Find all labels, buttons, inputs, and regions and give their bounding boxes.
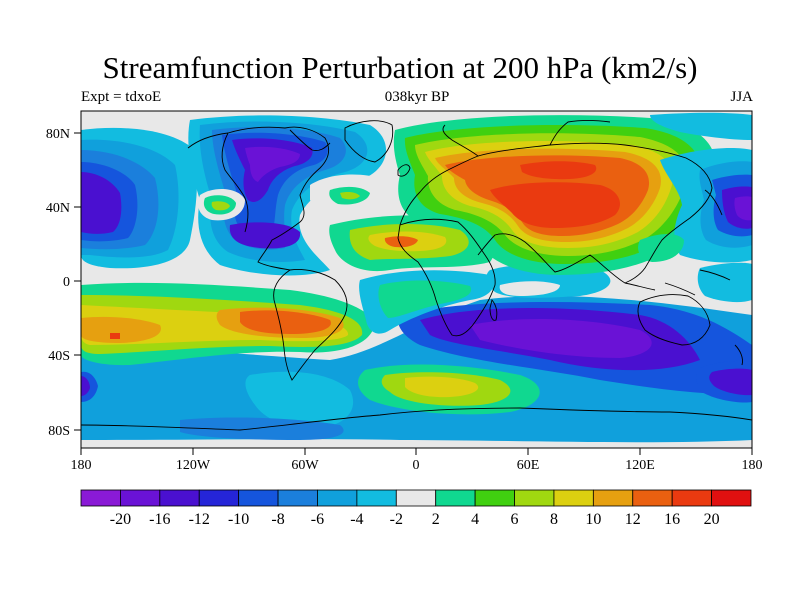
lat-label-80s: 80S <box>48 424 70 439</box>
new-zealand-coast <box>734 344 743 366</box>
colorbar-label: 8 <box>550 511 558 528</box>
colorbar-label: -2 <box>390 511 403 528</box>
lon-label-60w: 60W <box>291 458 319 473</box>
colorbar-box <box>553 489 594 507</box>
lon-label-120e: 120E <box>625 458 655 473</box>
asia-coast <box>477 142 713 284</box>
colorbar-label: 4 <box>471 511 479 528</box>
north-america-coast <box>187 126 330 271</box>
experiment-label: Expt = tdxoE <box>81 89 162 105</box>
lon-label-180e: 180 <box>742 458 763 473</box>
colorbar-box <box>317 489 358 507</box>
africa-coast <box>397 218 496 337</box>
colorbar-label: -20 <box>110 511 131 528</box>
colorbar-box <box>514 489 555 507</box>
colorbar-box <box>238 489 279 507</box>
colorbar-label: -4 <box>350 511 363 528</box>
colorbar-box <box>711 489 752 507</box>
lon-label-60e: 60E <box>517 458 540 473</box>
colorbar-label: 2 <box>432 511 440 528</box>
colorbar-box <box>277 489 318 507</box>
colorbar-box <box>592 489 634 507</box>
europe-coast <box>399 124 479 226</box>
antarctica-coast <box>81 407 752 431</box>
colorbar-box <box>120 489 161 507</box>
lat-label-40n: 40N <box>46 201 70 216</box>
lat-label-0: 0 <box>63 275 70 290</box>
time-label: 038kyr BP <box>384 89 450 105</box>
lon-label-0: 0 <box>413 458 420 473</box>
lon-label-180w: 180 <box>71 458 92 473</box>
colorbar-box <box>395 489 437 507</box>
colorbar-box <box>474 489 515 507</box>
colorbar-label: 16 <box>664 511 680 528</box>
madagascar-coast <box>489 299 498 321</box>
colorbar-label: -10 <box>228 511 249 528</box>
colorbar-box <box>632 489 673 507</box>
indonesia-coast <box>624 269 731 296</box>
coastlines <box>81 120 752 431</box>
colorbar-box <box>198 489 240 507</box>
colorbar-label: -6 <box>311 511 324 528</box>
map-title: Streamfunction Perturbation at 200 hPa (… <box>102 50 698 85</box>
season-label: JJA <box>730 89 753 105</box>
colorbar-label: 6 <box>511 511 519 528</box>
japan-coast <box>704 189 723 216</box>
lon-label-120w: 120W <box>176 458 211 473</box>
south-america-coast <box>273 269 348 381</box>
colorbar-label: -16 <box>149 511 170 528</box>
colorbar-label: 10 <box>585 511 601 528</box>
greenland-coast <box>344 120 394 163</box>
australia-coast <box>637 294 711 346</box>
colorbar-box <box>80 489 121 507</box>
colorbar-box <box>435 489 476 507</box>
colorbar-label: 20 <box>704 511 720 528</box>
contour-field <box>81 111 752 448</box>
uk-coast <box>397 164 411 177</box>
axis-ticks <box>74 132 753 455</box>
colorbar-box <box>159 489 200 507</box>
colorbar: -20 -16 -12 -10 -8 -6 -4 -2 2 4 6 8 10 12 16 20 <box>80 489 752 528</box>
colorbar-label: 12 <box>625 511 641 528</box>
lat-label-80n: 80N <box>46 127 70 142</box>
colorbar-label: -8 <box>271 511 284 528</box>
colorbar-box <box>356 489 397 507</box>
lat-label-40s: 40S <box>48 349 70 364</box>
colorbar-label: -12 <box>189 511 210 528</box>
colorbar-box <box>671 489 712 507</box>
